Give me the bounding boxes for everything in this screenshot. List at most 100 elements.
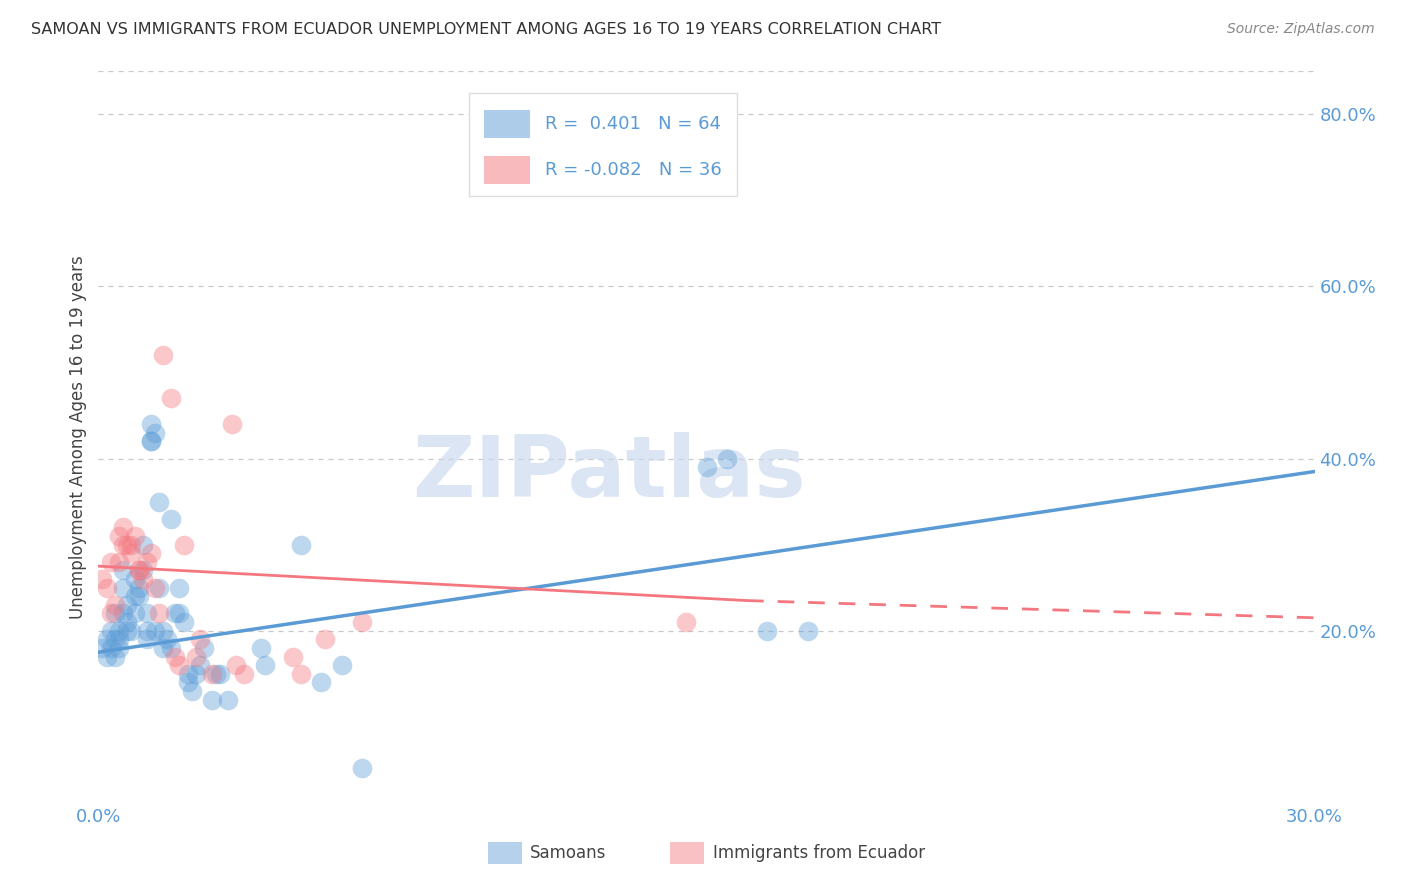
Point <box>136 607 159 621</box>
Point <box>169 607 191 621</box>
Point <box>180 684 202 698</box>
Text: R =  0.401   N = 64: R = 0.401 N = 64 <box>544 115 721 133</box>
Point <box>148 494 170 508</box>
Point <box>201 666 224 681</box>
Point <box>120 546 142 560</box>
Point <box>124 607 146 621</box>
Point <box>96 632 118 647</box>
Point <box>152 348 174 362</box>
Point <box>107 529 129 543</box>
Point <box>160 512 183 526</box>
Text: ZIPatlas: ZIPatlas <box>412 432 806 516</box>
Point <box>152 640 174 655</box>
Point <box>350 761 373 775</box>
Point <box>233 666 256 681</box>
Point <box>173 615 195 629</box>
Point <box>100 640 122 655</box>
Point <box>120 538 142 552</box>
Point <box>132 564 155 578</box>
Point <box>132 572 155 586</box>
Point <box>111 564 134 578</box>
Point <box>124 529 146 543</box>
Point <box>290 666 312 681</box>
Point <box>205 666 228 681</box>
Point <box>253 658 276 673</box>
Point <box>160 640 183 655</box>
Point <box>330 658 353 673</box>
Text: R = -0.082   N = 36: R = -0.082 N = 36 <box>544 161 721 179</box>
Point <box>107 555 129 569</box>
Point <box>100 607 122 621</box>
Point <box>104 632 127 647</box>
Point <box>124 572 146 586</box>
Point <box>173 538 195 552</box>
Point <box>311 675 333 690</box>
Point <box>104 607 127 621</box>
Point <box>314 632 336 647</box>
Point <box>160 392 183 406</box>
Point <box>188 632 211 647</box>
Point <box>169 658 191 673</box>
Point <box>201 692 224 706</box>
Text: Samoans: Samoans <box>530 844 606 862</box>
Point <box>156 632 179 647</box>
Point <box>100 555 122 569</box>
Text: SAMOAN VS IMMIGRANTS FROM ECUADOR UNEMPLOYMENT AMONG AGES 16 TO 19 YEARS CORRELA: SAMOAN VS IMMIGRANTS FROM ECUADOR UNEMPL… <box>31 22 941 37</box>
FancyBboxPatch shape <box>671 841 704 863</box>
Point <box>111 520 134 534</box>
Point <box>281 649 304 664</box>
Point <box>107 632 129 647</box>
Point <box>188 658 211 673</box>
Point <box>115 598 138 612</box>
Point <box>128 589 150 603</box>
Point <box>225 658 247 673</box>
Point <box>136 632 159 647</box>
Text: Source: ZipAtlas.com: Source: ZipAtlas.com <box>1227 22 1375 37</box>
Point <box>120 624 142 638</box>
Text: Immigrants from Ecuador: Immigrants from Ecuador <box>713 844 925 862</box>
Point <box>716 451 738 466</box>
Point <box>350 615 373 629</box>
Point <box>136 555 159 569</box>
Point <box>128 581 150 595</box>
Point <box>100 624 122 638</box>
Point <box>128 564 150 578</box>
Point <box>136 624 159 638</box>
Point <box>111 607 134 621</box>
Point <box>696 460 718 475</box>
Point <box>143 425 166 440</box>
Point <box>169 581 191 595</box>
Point <box>128 564 150 578</box>
Point <box>104 649 127 664</box>
Point <box>132 538 155 552</box>
Point <box>675 615 697 629</box>
Point <box>139 417 162 432</box>
Point <box>143 581 166 595</box>
Point <box>176 666 198 681</box>
Point <box>107 640 129 655</box>
Point <box>184 649 207 664</box>
Point <box>115 624 138 638</box>
FancyBboxPatch shape <box>484 110 530 138</box>
FancyBboxPatch shape <box>484 156 530 184</box>
Point <box>139 434 162 449</box>
Point <box>184 666 207 681</box>
Point <box>115 538 138 552</box>
Point <box>165 607 187 621</box>
Point <box>104 598 127 612</box>
Point <box>217 692 239 706</box>
Point <box>152 624 174 638</box>
Point <box>797 624 820 638</box>
Point <box>124 589 146 603</box>
Point <box>193 640 215 655</box>
Point <box>756 624 779 638</box>
Point <box>148 581 170 595</box>
Point <box>91 640 114 655</box>
FancyBboxPatch shape <box>470 94 737 195</box>
FancyBboxPatch shape <box>488 841 522 863</box>
Point <box>143 624 166 638</box>
Point <box>139 546 162 560</box>
Point <box>209 666 232 681</box>
Point <box>91 572 114 586</box>
Point <box>139 434 162 449</box>
